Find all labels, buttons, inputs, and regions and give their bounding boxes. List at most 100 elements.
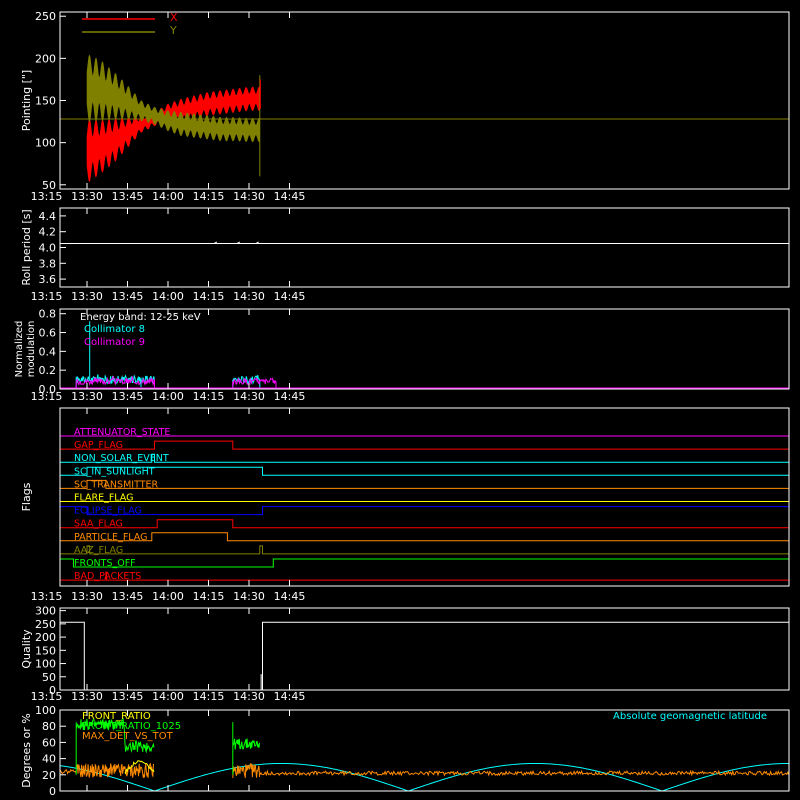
y-tick-label: 60 xyxy=(42,736,56,749)
x-tick-label: 14:30 xyxy=(233,390,265,403)
x-tick-label: 14:00 xyxy=(152,590,184,603)
x-tick-label: 14:00 xyxy=(152,690,184,703)
y-axis-label: modulation xyxy=(26,321,37,378)
modulation-collimator-9 xyxy=(232,377,277,389)
flag-label-non-solar-event: NON_SOLAR_EVENT xyxy=(74,453,169,464)
y-tick-label: 4.4 xyxy=(39,210,57,223)
y-tick-label: 250 xyxy=(35,10,56,23)
series-geomagnetic-latitude xyxy=(59,762,790,792)
x-tick-label: 14:30 xyxy=(233,290,265,303)
series-orange xyxy=(75,763,155,779)
legend-label-y: Y xyxy=(169,24,177,37)
y-tick-label: 250 xyxy=(35,618,56,631)
flag-label-sc-in-sunlight: SC_IN_SUNLIGHT xyxy=(74,466,155,477)
flag-label-saa-flag: SAA_FLAG xyxy=(74,519,123,530)
y-tick-label: 200 xyxy=(35,52,56,65)
series-orange-post xyxy=(259,769,790,777)
x-tick-label: 14:45 xyxy=(274,290,306,303)
roll-period-blip xyxy=(213,241,218,244)
modulation-collimator-8 xyxy=(232,375,261,389)
x-tick-label: 13:30 xyxy=(71,190,103,203)
x-tick-label: 13:15 xyxy=(31,190,63,203)
y-tick-label: 0.2 xyxy=(39,364,57,377)
series-orange xyxy=(232,762,261,778)
x-tick-label: 13:45 xyxy=(112,590,144,603)
y-axis-label: Quality xyxy=(20,629,33,669)
panel-frame xyxy=(59,607,790,691)
x-tick-label: 13:30 xyxy=(71,590,103,603)
x-tick-label: 14:30 xyxy=(233,690,265,703)
flag-label-eclipse-flag: ECLIPSE_FLAG xyxy=(74,506,142,517)
quality-line xyxy=(60,621,789,691)
panel-frame xyxy=(59,207,790,288)
legend-label-max-det-vs-tot: MAX_DET_VS_TOT xyxy=(82,731,174,742)
panel-frame xyxy=(59,11,790,190)
x-tick-label: 13:30 xyxy=(71,290,103,303)
y-tick-label: 0.6 xyxy=(39,327,57,340)
panel-frame xyxy=(59,308,790,390)
flag-line-eclipse-flag xyxy=(60,506,789,516)
flag-line-sc-in-sunlight xyxy=(60,466,789,476)
x-tick-label: 14:15 xyxy=(193,290,225,303)
legend-label-front-ratio: FRONT_RATIO xyxy=(82,711,151,722)
flag-label-gap-flag: GAP_FLAG xyxy=(74,440,123,451)
y-tick-label: 3.6 xyxy=(39,273,57,286)
flag-line-saa-flag xyxy=(60,519,789,529)
y-tick-label: 50 xyxy=(42,671,56,684)
x-tick-label: 14:00 xyxy=(152,290,184,303)
flag-label-particle-flag: PARTICLE_FLAG xyxy=(74,532,147,543)
x-tick-label: 13:45 xyxy=(112,390,144,403)
y-tick-label: 100 xyxy=(35,658,56,671)
flag-line-particle-flag xyxy=(60,532,789,542)
x-tick-label: 13:15 xyxy=(31,390,63,403)
x-tick-label: 14:45 xyxy=(274,190,306,203)
flag-label-aaz-flag: AAZ_FLAG xyxy=(74,545,123,556)
x-tick-label: 14:00 xyxy=(152,190,184,203)
flag-line-bad-packets xyxy=(60,571,789,581)
y-axis-label: Flags xyxy=(20,482,33,511)
flag-line-aaz-flag xyxy=(60,545,789,555)
x-tick-label: 13:45 xyxy=(112,290,144,303)
roll-period-blip xyxy=(236,241,241,244)
legend-label-front-ratio-1025: FRONT_RATIO_1025 xyxy=(82,721,181,732)
y-axis-label: Roll period [s] xyxy=(20,209,33,285)
x-tick-label: 14:30 xyxy=(233,590,265,603)
flag-line-non-solar-event xyxy=(60,453,789,463)
annotation-energy-band: Energy band: 12-25 keV xyxy=(80,312,201,323)
y-tick-label: 100 xyxy=(35,704,56,717)
panel-frame xyxy=(59,709,790,792)
x-tick-label: 13:30 xyxy=(71,690,103,703)
x-tick-label: 14:00 xyxy=(152,390,184,403)
y-tick-label: 0.0 xyxy=(39,383,57,396)
y-tick-label: 0.4 xyxy=(39,345,57,358)
flag-label-flare-flag: FLARE_FLAG xyxy=(74,493,134,504)
x-tick-label: 13:15 xyxy=(31,290,63,303)
x-tick-label: 13:45 xyxy=(112,690,144,703)
flag-label-bad-packets: BAD_PACKETS xyxy=(74,571,141,582)
y-tick-label: 0.8 xyxy=(39,308,57,321)
series-green xyxy=(75,717,155,754)
y-tick-label: 0 xyxy=(49,785,56,798)
series-front-ratio xyxy=(124,760,155,775)
x-tick-label: 14:30 xyxy=(233,190,265,203)
y-tick-label: 200 xyxy=(35,631,56,644)
y-tick-label: 100 xyxy=(35,137,56,150)
modulation-collimator-9 xyxy=(75,375,155,389)
y-tick-label: 4.0 xyxy=(39,242,57,255)
x-tick-label: 14:45 xyxy=(274,690,306,703)
y-tick-label: 4.2 xyxy=(39,226,57,239)
x-tick-label: 14:15 xyxy=(193,190,225,203)
roll-period-blip xyxy=(255,241,259,244)
x-tick-label: 14:45 xyxy=(274,590,306,603)
y-tick-label: 3.8 xyxy=(39,257,57,270)
series-green xyxy=(232,738,261,750)
x-tick-label: 14:15 xyxy=(193,690,225,703)
y-tick-label: 80 xyxy=(42,720,56,733)
y-tick-label: 50 xyxy=(42,179,56,192)
flag-line-sc-transmitter xyxy=(60,479,789,489)
x-tick-label: 13:15 xyxy=(31,590,63,603)
y-axis-label: Normalized xyxy=(14,321,25,378)
panel-frame xyxy=(59,407,790,587)
